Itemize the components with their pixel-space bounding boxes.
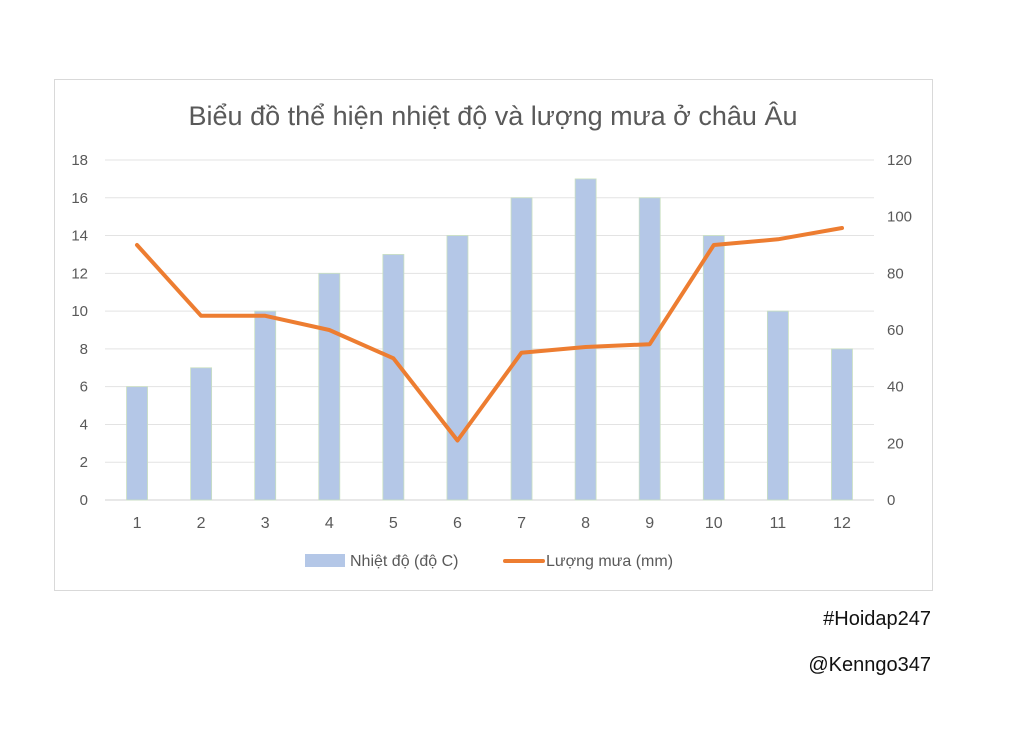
x-tick-label: 11 [770, 515, 787, 532]
legend-label-temperature: Nhiệt độ (độ C) [350, 553, 459, 570]
y-left-tick-label: 2 [80, 454, 88, 471]
y-left-tick-label: 18 [71, 152, 88, 169]
y-left-tick-label: 16 [71, 190, 88, 207]
x-tick-label: 10 [705, 515, 723, 532]
temperature-bar [638, 197, 661, 501]
temperature-bar [831, 348, 853, 501]
x-tick-label: 1 [133, 515, 142, 532]
temperature-bar [510, 197, 533, 501]
legend-item-rainfall: Lượng mưa (mm) [503, 553, 673, 570]
rainfall-point [584, 345, 588, 349]
rainfall-point [776, 237, 780, 241]
x-tick-label: 9 [645, 515, 654, 532]
temperature-bar [382, 254, 405, 501]
temperature-bar [702, 235, 725, 501]
y-right-tick-label: 20 [887, 435, 904, 452]
rainfall-point [135, 243, 139, 247]
temperature-bar [318, 272, 341, 501]
temperature-bar [190, 367, 213, 501]
rainfall-point [840, 226, 844, 230]
rainfall-point [199, 314, 203, 318]
y-left-tick-label: 4 [80, 416, 88, 433]
combo-chart: Biểu đồ thể hiện nhiệt độ và lượng mưa ở… [71, 100, 912, 570]
legend-swatch-bar [305, 554, 345, 567]
legend-label-rainfall: Lượng mưa (mm) [546, 553, 673, 570]
temperature-bar [126, 386, 148, 501]
x-tick-label: 5 [389, 515, 398, 532]
rainfall-point [327, 328, 331, 332]
y-right-tick-label: 60 [887, 322, 904, 339]
rainfall-line [135, 226, 844, 443]
gridlines [105, 159, 874, 501]
rainfall-point [520, 351, 524, 355]
y-right-tick-label: 0 [887, 492, 895, 509]
chart-container: Biểu đồ thể hiện nhiệt độ và lượng mưa ở… [54, 79, 933, 591]
y-right-tick-label: 120 [887, 152, 912, 169]
x-tick-label: 12 [833, 515, 851, 532]
x-tick-label: 7 [517, 515, 526, 532]
y-left-tick-label: 8 [80, 341, 88, 358]
bar-series [126, 178, 853, 501]
x-tick-label: 2 [197, 515, 206, 532]
y-left-tick-label: 0 [80, 492, 88, 509]
legend-item-temperature: Nhiệt độ (độ C) [305, 553, 459, 570]
chart-title: Biểu đồ thể hiện nhiệt độ và lượng mưa ở… [189, 100, 798, 131]
y-left-tick-label: 6 [80, 379, 88, 396]
y-left-tick-label: 12 [71, 265, 88, 282]
x-tick-label: 4 [325, 515, 334, 532]
x-tick-label: 8 [581, 515, 590, 532]
rainfall-point [712, 243, 716, 247]
y-left-tick-label: 10 [71, 303, 88, 320]
x-tick-label: 3 [261, 515, 270, 532]
rainfall-point [391, 356, 395, 360]
y-right-tick-label: 100 [887, 209, 912, 226]
y-right-tick-label: 40 [887, 379, 904, 396]
legend: Nhiệt độ (độ C) Lượng mưa (mm) [305, 553, 673, 570]
temperature-bar [254, 310, 277, 501]
rainfall-point [648, 342, 652, 346]
y-right-tick-label: 80 [887, 265, 904, 282]
y-left-tick-label: 14 [71, 228, 88, 245]
x-tick-label: 6 [453, 515, 462, 532]
hashtag-watermark: #Hoidap247 [823, 608, 931, 630]
username-watermark: @Kenngo347 [808, 654, 931, 676]
temperature-bar [574, 178, 597, 501]
temperature-bar [766, 310, 789, 501]
line-series [135, 226, 844, 443]
temperature-bar [446, 235, 469, 501]
rainfall-point [455, 439, 459, 442]
rainfall-point [263, 314, 267, 318]
